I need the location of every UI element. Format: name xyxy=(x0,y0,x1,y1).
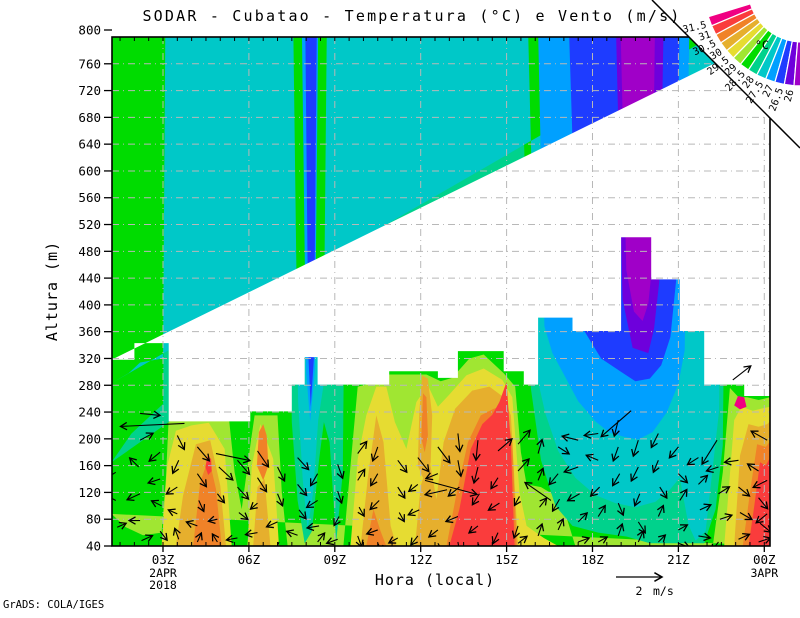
svg-text:18Z: 18Z xyxy=(581,552,604,567)
svg-text:520: 520 xyxy=(78,217,101,232)
svg-text:760: 760 xyxy=(78,56,101,71)
svg-text:2018: 2018 xyxy=(149,578,177,592)
svg-text:15Z: 15Z xyxy=(495,552,518,567)
no-data-mask xyxy=(111,36,770,422)
svg-text:480: 480 xyxy=(78,244,101,259)
svg-text:280: 280 xyxy=(78,378,101,393)
svg-text:06Z: 06Z xyxy=(238,552,261,567)
svg-text:30: 30 xyxy=(708,47,724,63)
svg-text:26: 26 xyxy=(783,89,797,103)
svg-text:320: 320 xyxy=(78,351,101,366)
svg-text:160: 160 xyxy=(78,458,101,473)
svg-text:27: 27 xyxy=(761,83,776,99)
grads-watermark: GrADS: COLA/IGES xyxy=(3,599,104,611)
svg-text:21Z: 21Z xyxy=(667,552,690,567)
svg-text:00Z: 00Z xyxy=(753,552,776,567)
svg-text:200: 200 xyxy=(78,431,101,446)
svg-text:3APR: 3APR xyxy=(750,566,778,580)
svg-text:240: 240 xyxy=(78,405,101,420)
reference-arrow-unit: m/s xyxy=(653,584,674,598)
svg-text:03Z: 03Z xyxy=(152,552,175,567)
colorbar-unit-label: °C xyxy=(755,38,769,52)
svg-text:680: 680 xyxy=(78,110,101,125)
svg-text:360: 360 xyxy=(78,324,101,339)
wind-arrows xyxy=(111,365,771,547)
corner-diagonal-line xyxy=(651,0,800,149)
svg-text:80: 80 xyxy=(86,512,101,527)
y-axis-title: Altura (m) xyxy=(43,241,61,341)
svg-text:09Z: 09Z xyxy=(324,552,347,567)
svg-text:31.5: 31.5 xyxy=(682,20,708,36)
svg-text:560: 560 xyxy=(78,190,101,205)
wind-reference-legend: 2 m/s xyxy=(616,572,674,598)
svg-text:600: 600 xyxy=(78,163,101,178)
chart-title: SODAR - Cubatao - Temperatura (°C) e Ven… xyxy=(142,7,681,25)
svg-text:440: 440 xyxy=(78,271,101,286)
svg-text:720: 720 xyxy=(78,83,101,98)
svg-text:400: 400 xyxy=(78,297,101,312)
svg-text:800: 800 xyxy=(78,23,101,38)
x-axis-title: Hora (local) xyxy=(375,571,495,589)
svg-text:12Z: 12Z xyxy=(409,552,432,567)
svg-text:640: 640 xyxy=(78,137,101,152)
svg-text:40: 40 xyxy=(86,539,101,554)
svg-text:120: 120 xyxy=(78,485,101,500)
svg-text:31: 31 xyxy=(697,29,712,43)
tick-labels: 800 760 720 680 640 600 560 520 480 440 400 360 320 2… xyxy=(78,23,778,593)
reference-arrow-value: 2 xyxy=(636,584,643,598)
svg-text:2APR: 2APR xyxy=(149,566,177,580)
